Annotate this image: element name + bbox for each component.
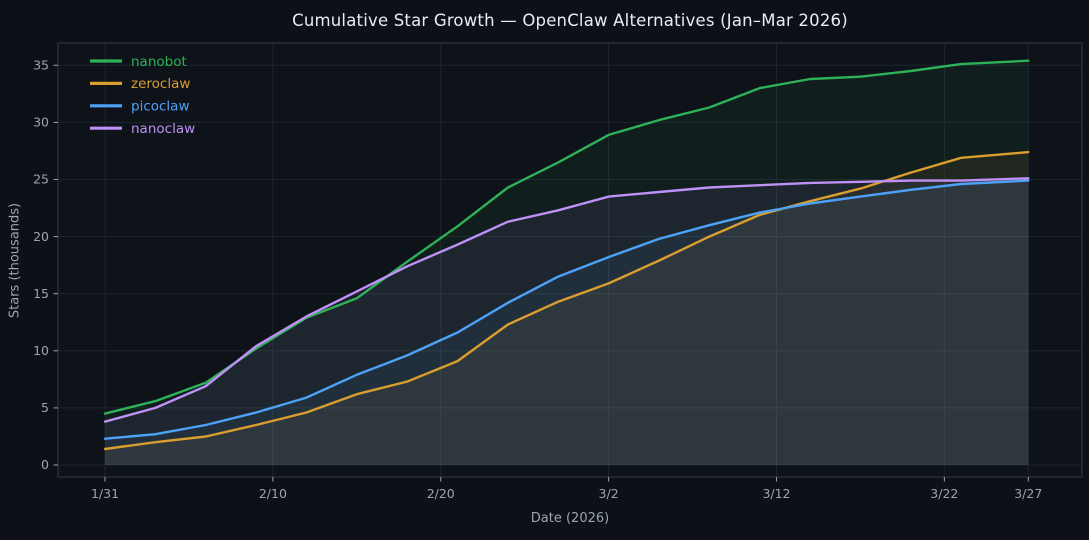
y-tick-label: 30 bbox=[33, 115, 49, 130]
axes-frame bbox=[57, 42, 1083, 478]
series-fill-nanobot bbox=[105, 60, 1029, 465]
y-tick-label: 25 bbox=[33, 172, 49, 187]
x-tick-label: 3/12 bbox=[762, 486, 790, 501]
y-tick-label: 15 bbox=[33, 286, 49, 301]
x-tick-label: 2/10 bbox=[259, 486, 287, 501]
series-fill-zeroclaw bbox=[105, 152, 1029, 465]
series-fill-nanoclaw bbox=[105, 178, 1029, 466]
series-line-nanobot bbox=[103, 59, 1030, 415]
legend-label-nanobot: nanobot bbox=[131, 54, 187, 70]
legend-label-zeroclaw: zeroclaw bbox=[131, 76, 190, 92]
x-axis-label: Date (2026) bbox=[530, 511, 610, 526]
series-line-picoclaw bbox=[103, 179, 1030, 440]
series-line-nanoclaw bbox=[103, 177, 1030, 423]
x-tick-label: 3/2 bbox=[599, 486, 619, 501]
y-tick-label: 35 bbox=[33, 57, 49, 72]
legend-label-nanoclaw: nanoclaw bbox=[131, 121, 195, 137]
y-tick-label: 5 bbox=[41, 400, 49, 415]
x-tick-label: 2/20 bbox=[427, 486, 455, 501]
y-axis-label: Stars (thousands) bbox=[7, 202, 23, 319]
series-fill-picoclaw bbox=[105, 180, 1029, 465]
legend-label-picoclaw: picoclaw bbox=[131, 99, 190, 115]
y-tick-label: 20 bbox=[33, 229, 49, 244]
x-tick-label: 1/31 bbox=[91, 486, 119, 501]
x-tick-label: 3/22 bbox=[930, 486, 958, 501]
y-tick-label: 10 bbox=[33, 343, 49, 358]
y-tick-label: 0 bbox=[41, 457, 49, 472]
x-tick-label: 3/27 bbox=[1014, 486, 1042, 501]
axes-background bbox=[58, 43, 1082, 477]
chart-title: Cumulative Star Growth — OpenClaw Altern… bbox=[292, 11, 848, 30]
series-line-zeroclaw bbox=[103, 150, 1030, 451]
